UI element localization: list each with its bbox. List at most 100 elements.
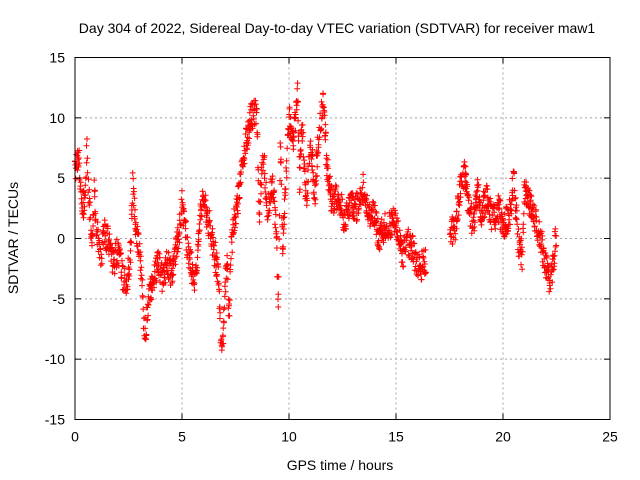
data-point <box>91 193 98 200</box>
data-point <box>116 246 123 252</box>
y-tick-label: -10 <box>45 351 65 367</box>
data-point <box>380 239 387 246</box>
data-point <box>194 264 201 271</box>
data-point <box>257 198 264 205</box>
data-point <box>227 262 234 269</box>
data-point <box>212 239 219 246</box>
data-point <box>296 186 303 193</box>
y-tick-label: 10 <box>49 110 65 126</box>
data-point <box>546 288 553 295</box>
data-point <box>552 225 559 232</box>
data-point <box>476 194 483 201</box>
data-point <box>332 182 339 189</box>
data-point <box>196 221 203 227</box>
data-point <box>198 213 205 220</box>
chart-title: Day 304 of 2022, Sidereal Day-to-day VTE… <box>79 20 596 36</box>
data-point <box>251 121 258 128</box>
data-point <box>511 169 517 176</box>
data-point <box>496 205 503 212</box>
data-point <box>89 230 96 237</box>
data-point <box>137 249 144 255</box>
data-points-layer <box>71 80 560 354</box>
data-point <box>471 219 478 226</box>
data-point <box>360 171 367 178</box>
data-point <box>91 177 98 184</box>
data-point <box>184 234 191 241</box>
data-point <box>483 183 490 189</box>
data-point <box>251 102 258 108</box>
data-point <box>512 194 519 201</box>
data-point <box>392 210 399 217</box>
data-point <box>533 213 540 220</box>
data-point <box>144 316 151 323</box>
data-point <box>283 157 290 164</box>
data-point <box>486 211 493 218</box>
data-point <box>338 191 345 198</box>
data-point <box>363 192 370 199</box>
data-point <box>220 325 227 332</box>
data-point <box>88 233 95 240</box>
data-point <box>472 192 479 199</box>
data-point <box>128 239 135 246</box>
data-point <box>547 285 554 292</box>
data-point <box>258 181 265 188</box>
data-point <box>528 193 535 200</box>
data-point <box>174 248 181 255</box>
data-point <box>312 182 318 189</box>
data-point <box>206 217 213 224</box>
data-point <box>130 175 137 182</box>
data-point <box>382 210 388 217</box>
data-point <box>86 216 93 223</box>
data-point <box>513 202 520 209</box>
data-point <box>221 319 227 326</box>
data-point <box>269 173 276 180</box>
data-point <box>419 264 426 271</box>
data-point <box>290 142 297 149</box>
data-point <box>229 249 236 256</box>
data-point <box>113 236 120 243</box>
data-point <box>156 254 163 261</box>
data-point <box>322 136 329 143</box>
data-point <box>131 195 138 202</box>
data-point <box>130 202 137 209</box>
data-point <box>360 179 367 186</box>
data-point <box>380 219 387 226</box>
data-point <box>418 276 425 283</box>
data-point <box>374 215 381 222</box>
data-point <box>310 169 317 176</box>
data-point <box>228 255 234 262</box>
data-point <box>455 212 462 219</box>
data-point <box>162 279 169 286</box>
data-point <box>86 186 93 193</box>
data-point <box>137 267 144 274</box>
data-point <box>282 192 289 199</box>
data-point <box>237 179 244 186</box>
data-point <box>235 210 241 217</box>
data-point <box>518 251 525 258</box>
data-point <box>408 243 415 250</box>
data-point <box>292 127 299 134</box>
y-axis-label: SDTVAR / TECUs <box>5 182 21 294</box>
data-point <box>131 188 137 195</box>
data-point <box>411 240 418 247</box>
data-point <box>456 198 463 205</box>
data-point <box>84 155 91 162</box>
data-point <box>495 192 502 199</box>
data-point <box>222 288 229 295</box>
data-point <box>90 223 97 229</box>
data-point <box>125 276 132 283</box>
data-point <box>221 304 228 311</box>
data-point <box>140 306 147 313</box>
data-point <box>416 254 423 261</box>
data-point <box>503 205 510 212</box>
data-point <box>295 117 302 124</box>
data-point <box>275 291 282 298</box>
data-point <box>454 216 461 223</box>
data-point <box>275 304 282 310</box>
ticks-layer <box>74 57 611 420</box>
data-point <box>197 216 204 223</box>
data-point <box>260 167 266 174</box>
data-point <box>106 231 113 238</box>
data-point <box>531 202 538 209</box>
